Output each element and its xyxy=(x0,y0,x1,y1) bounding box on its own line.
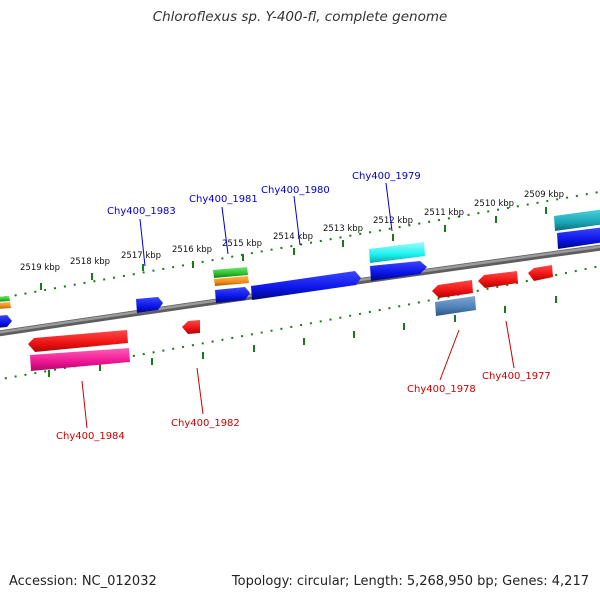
gene-arrow-chy400-1984 xyxy=(28,330,128,352)
connector-chy400-1977 xyxy=(505,320,515,369)
tick-label: 2519 kbp xyxy=(20,263,60,273)
outer-tick-ruler xyxy=(0,190,600,300)
connector-chy400-1981 xyxy=(221,206,229,255)
map-title: Chloroflexus sp. Y-400-fl, complete geno… xyxy=(152,9,448,25)
gene-arrow-left-edge-orange xyxy=(0,302,11,309)
tick-label: 2509 kbp xyxy=(524,190,564,200)
connector-chy400-1979 xyxy=(385,182,393,232)
tick-label: 2510 kbp xyxy=(474,199,514,209)
reverse-features[interactable] xyxy=(28,265,553,371)
gene-arrow-green-small xyxy=(213,267,248,278)
gene-arrow-chy400-1983 xyxy=(136,297,163,313)
connector-chy400-1978 xyxy=(439,329,460,381)
tick-label: 2518 kbp xyxy=(70,257,110,267)
tick-label: 2513 kbp xyxy=(323,224,363,234)
tick-label: 2511 kbp xyxy=(424,208,464,218)
gene-label-chy400-1982: Chy400_1982 xyxy=(171,418,240,429)
gene-arrow-left-edge-blue xyxy=(0,315,12,328)
gene-arrow-chy400-1982 xyxy=(182,320,200,334)
accession-text: Accession: NC_012032 xyxy=(9,574,157,589)
tick-label: 2512 kbp xyxy=(373,216,413,226)
gene-arrow-cyan xyxy=(369,242,425,263)
gene-label-chy400-1981: Chy400_1981 xyxy=(189,194,258,205)
forward-features[interactable] xyxy=(0,209,600,328)
gene-arrow-left-edge-green xyxy=(0,296,10,302)
gene-label-chy400-1983: Chy400_1983 xyxy=(107,206,176,217)
gene-arrow-chy400-1979 xyxy=(370,261,427,281)
connector-chy400-1980 xyxy=(293,195,301,246)
label-connectors xyxy=(81,182,515,429)
gene-arrow-blue-edge xyxy=(557,227,600,249)
tick-labels: 2519 kbp 2518 kbp 2517 kbp 2516 kbp 2515… xyxy=(20,190,564,273)
gene-label-chy400-1984: Chy400_1984 xyxy=(56,431,125,442)
tick-label: 2517 kbp xyxy=(121,251,161,261)
gene-arrow-chy400-1980 xyxy=(251,271,361,300)
gene-arrow-magenta xyxy=(30,348,130,371)
genome-summary-text: Topology: circular; Length: 5,268,950 bp… xyxy=(231,574,589,589)
gene-labels[interactable]: Chy400_1983 Chy400_1981 Chy400_1980 Chy4… xyxy=(56,171,551,442)
gene-arrow-orange-small xyxy=(214,276,249,286)
gene-arrow-teal-edge xyxy=(554,209,600,231)
connector-chy400-1982 xyxy=(196,367,204,415)
gene-label-chy400-1980: Chy400_1980 xyxy=(261,185,330,196)
gene-arrow-chy400-1977 xyxy=(478,271,518,288)
gene-arrow-steelblue xyxy=(435,296,476,316)
connector-chy400-1984 xyxy=(81,380,88,429)
gene-arrow-chy400-1981 xyxy=(215,287,250,303)
gene-label-chy400-1977: Chy400_1977 xyxy=(482,371,551,382)
gene-arrow-chy400-1978 xyxy=(432,280,473,298)
tick-label: 2514 kbp xyxy=(273,232,313,242)
tick-label: 2515 kbp xyxy=(222,239,262,249)
gene-label-chy400-1978: Chy400_1978 xyxy=(407,384,476,395)
gene-arrow-red-small xyxy=(528,265,553,281)
connector-chy400-1983 xyxy=(139,218,146,267)
tick-label: 2516 kbp xyxy=(172,245,212,255)
gene-label-chy400-1979: Chy400_1979 xyxy=(352,171,421,182)
